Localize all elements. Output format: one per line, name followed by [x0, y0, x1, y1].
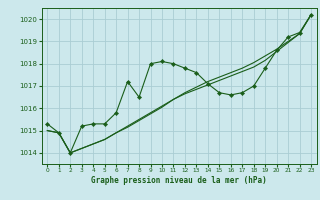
X-axis label: Graphe pression niveau de la mer (hPa): Graphe pression niveau de la mer (hPa)	[91, 176, 267, 185]
